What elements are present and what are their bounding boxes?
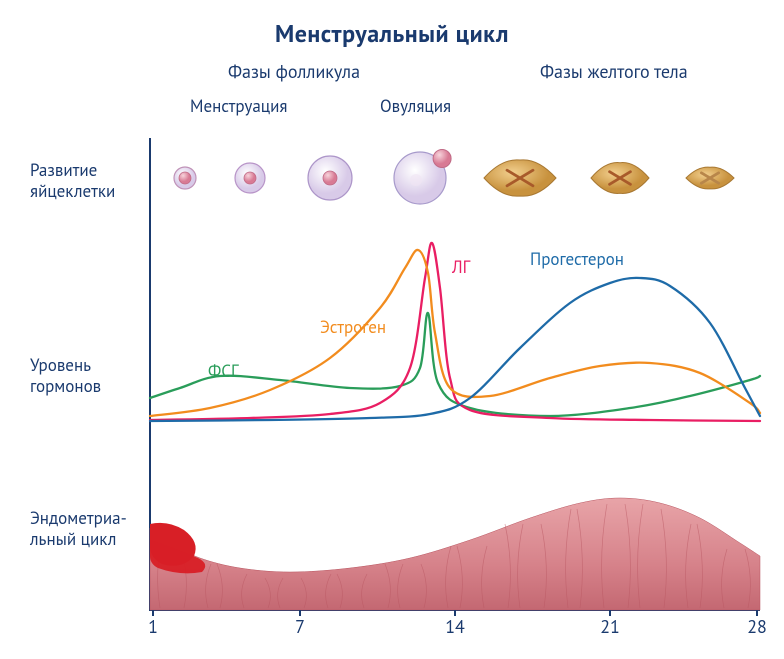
- x-tick: 21: [600, 615, 620, 638]
- phase-follicular: Фазы фолликула: [228, 60, 360, 83]
- x-tick: 1: [148, 615, 158, 638]
- label-menstruation: Менструация: [190, 95, 287, 117]
- chart-area: ФСГ Эстроген ЛГ Прогестерон 17142128: [150, 148, 760, 610]
- x-tick: 28: [747, 615, 767, 638]
- label-lh: ЛГ: [452, 256, 470, 278]
- follicle-row: [174, 150, 451, 205]
- label-ovulation: Овуляция: [380, 95, 451, 117]
- row-hormones: Уровень гормонов: [30, 355, 101, 398]
- label-fsh: ФСГ: [208, 360, 238, 382]
- corpus-luteum-row: [484, 160, 734, 196]
- row-endometrium: Эндометриа- льный цикл: [30, 508, 127, 551]
- label-estrogen: Эстроген: [320, 316, 386, 338]
- x-tick: 14: [445, 615, 465, 638]
- label-progesterone: Прогестерон: [530, 248, 624, 270]
- x-tick: 7: [295, 615, 305, 638]
- chart-svg: [150, 148, 760, 610]
- main-title: Менструальный цикл: [0, 18, 784, 49]
- endometrium: [150, 498, 760, 610]
- row-egg: Развитие яйцеклетки: [30, 160, 115, 203]
- phase-luteal: Фазы желтого тела: [540, 60, 688, 83]
